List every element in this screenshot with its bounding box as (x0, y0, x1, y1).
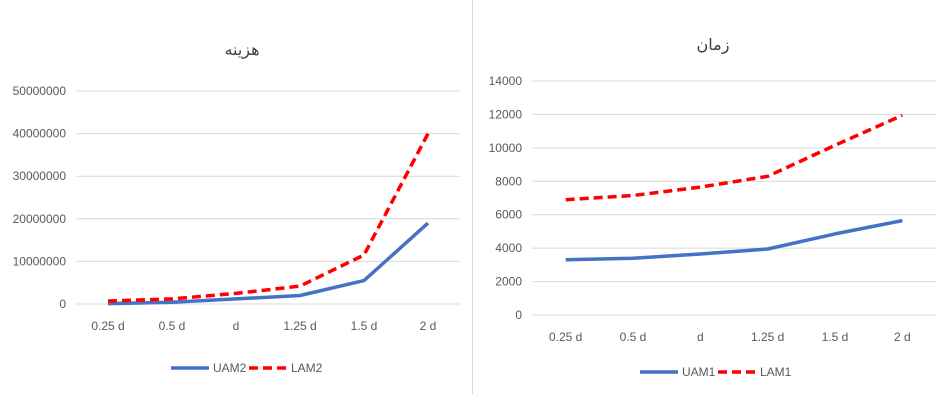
legend-label: LAM1 (760, 365, 792, 379)
legend-label: UAM2 (213, 361, 247, 375)
chart-panel-cost: هزینه 0 10000000 20000000 30000000 40000000 5… (0, 0, 472, 394)
series-line-uam2 (107, 221, 430, 306)
y-tick-label: 12000 (489, 107, 523, 121)
x-tick-label: d (233, 319, 240, 333)
x-tick-label: 0.5 d (620, 330, 647, 344)
y-tick-label: 20000000 (13, 212, 67, 226)
chart-title: زمان (697, 37, 730, 55)
x-tick-label: 1.5 d (351, 319, 378, 333)
y-tick-label: 10000 (489, 141, 523, 155)
chart-title: هزینه (224, 42, 259, 60)
chart-time: زمان 0 2000 4000 6000 8000 10000 12000 14000 0.2… (489, 37, 936, 379)
y-tick-label: 14000 (489, 74, 523, 88)
series-line-lam1 (565, 113, 904, 202)
legend-label: LAM2 (291, 361, 323, 375)
x-tick-label: 0.25 d (91, 319, 124, 333)
y-tick-label: 8000 (495, 174, 522, 188)
x-tick-label: 1.25 d (283, 319, 316, 333)
y-tick-label: 0 (515, 308, 522, 322)
panel-divider (472, 0, 473, 394)
y-tick-label: 30000000 (13, 169, 67, 183)
x-tick-label: 0.25 d (549, 330, 582, 344)
chart-panel-time: زمان 0 2000 4000 6000 8000 10000 12000 14000 0.2… (476, 0, 942, 394)
y-tick-label: 40000000 (13, 127, 67, 141)
x-tick-label: 1.25 d (751, 330, 784, 344)
x-tick-label: 2 d (894, 330, 911, 344)
x-tick-label: 1.5 d (822, 330, 849, 344)
y-tick-label: 4000 (495, 241, 522, 255)
y-tick-label: 10000000 (13, 254, 67, 268)
x-tick-label: d (697, 330, 704, 344)
x-tick-label: 0.5 d (159, 319, 186, 333)
chart-cost: هزینه 0 10000000 20000000 30000000 40000000 5… (13, 42, 460, 375)
series-line-uam1 (565, 218, 903, 262)
y-tick-label: 2000 (495, 275, 522, 289)
y-tick-label: 6000 (495, 208, 522, 222)
legend-label: UAM1 (682, 365, 716, 379)
x-tick-label: 2 d (420, 319, 437, 333)
y-tick-label: 0 (59, 297, 66, 311)
series-line-lam2 (107, 132, 430, 303)
y-tick-label: 50000000 (13, 84, 67, 98)
